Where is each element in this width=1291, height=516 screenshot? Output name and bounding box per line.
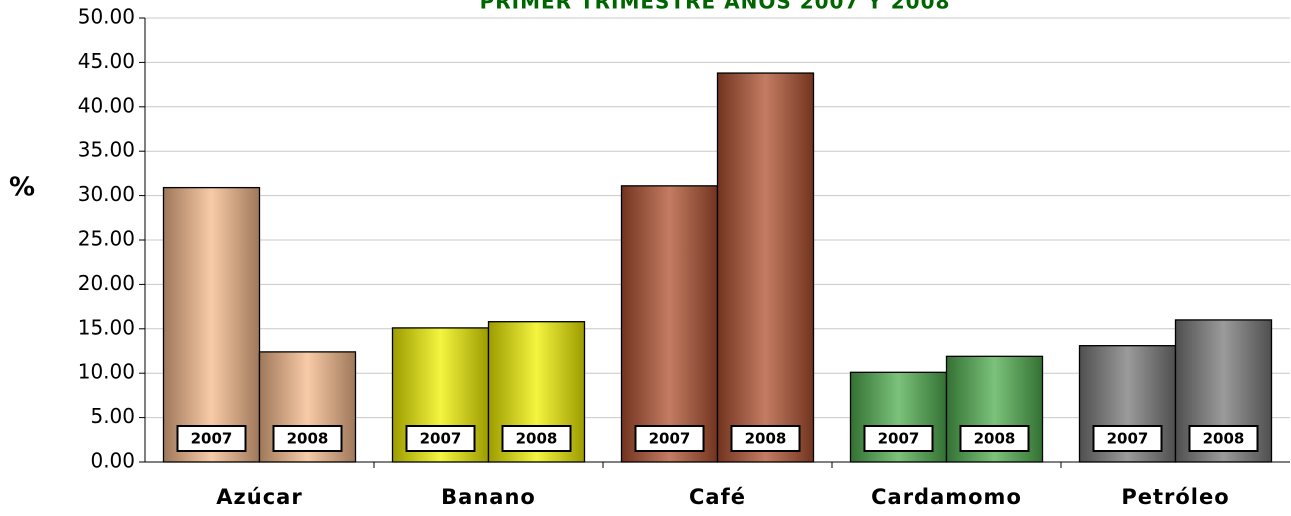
y-tick-label: 30.00 bbox=[78, 182, 135, 206]
series-label-box bbox=[405, 425, 476, 452]
series-label: 2008 bbox=[516, 430, 558, 448]
y-tick-label: 0.00 bbox=[90, 449, 135, 473]
series-label: 2007 bbox=[878, 430, 920, 448]
y-tick-label: 5.00 bbox=[90, 404, 135, 428]
chart-title: PRIMER TRIMESTRE AÑOS 2007 Y 2008 bbox=[480, 0, 951, 14]
series-label: 2008 bbox=[287, 430, 329, 448]
y-tick-label: 20.00 bbox=[78, 271, 135, 295]
series-label-box bbox=[863, 425, 934, 452]
series-label-box bbox=[1092, 425, 1163, 452]
series-label: 2008 bbox=[1203, 430, 1245, 448]
bar bbox=[716, 72, 815, 463]
series-label: 2007 bbox=[1107, 430, 1149, 448]
bar bbox=[162, 186, 261, 463]
x-tick-label: Café bbox=[689, 485, 746, 509]
y-tick-label: 15.00 bbox=[78, 315, 135, 339]
y-tick-label: 35.00 bbox=[78, 138, 135, 162]
y-tick-label: 45.00 bbox=[78, 49, 135, 73]
y-tick-label: 50.00 bbox=[78, 5, 135, 29]
series-label-box bbox=[501, 425, 572, 452]
y-tick-label: 40.00 bbox=[78, 93, 135, 117]
series-label-box bbox=[730, 425, 801, 452]
x-tick-label: Azúcar bbox=[216, 485, 302, 509]
y-axis-label: % bbox=[9, 173, 35, 203]
y-tick-label: 10.00 bbox=[78, 360, 135, 384]
series-label: 2008 bbox=[745, 430, 787, 448]
series-label-box bbox=[176, 425, 247, 452]
series-label: 2007 bbox=[191, 430, 233, 448]
bar bbox=[620, 185, 719, 463]
series-label-box bbox=[272, 425, 343, 452]
x-tick-label: Petróleo bbox=[1121, 485, 1229, 509]
series-label-box bbox=[1188, 425, 1259, 452]
series-label: 2008 bbox=[974, 430, 1016, 448]
series-label-box bbox=[959, 425, 1030, 452]
series-label: 2007 bbox=[420, 430, 462, 448]
series-label: 2007 bbox=[649, 430, 691, 448]
x-tick-label: Banano bbox=[441, 485, 536, 509]
y-tick-label: 25.00 bbox=[78, 227, 135, 251]
x-tick-label: Cardamomo bbox=[871, 485, 1022, 509]
series-label-box bbox=[634, 425, 705, 452]
